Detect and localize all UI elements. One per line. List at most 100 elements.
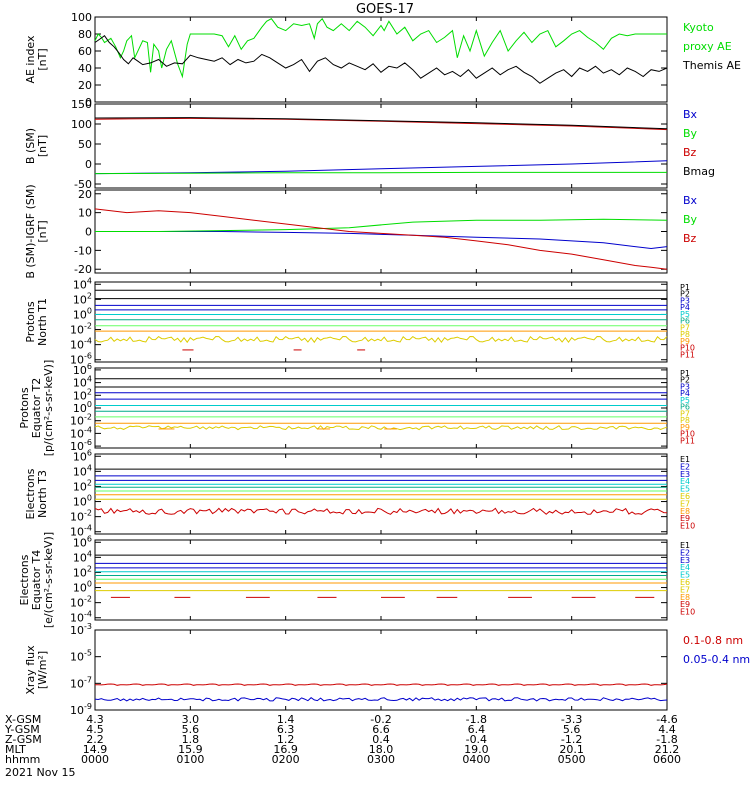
series-bmag [94,117,668,130]
legend-label: E6 [680,492,690,501]
series-bx [94,160,668,175]
orbit-value: 5.6 [182,723,200,736]
y-axis-label: [nT] [36,135,49,157]
legend-label: P3 [680,382,690,391]
series-kyoto-proxy-ae [94,17,667,79]
orbit-value: 0300 [367,753,395,766]
y-tick-label: 80 [78,28,92,41]
orbit-value: 4.3 [86,713,104,726]
y-axis-label: Protons [24,301,37,342]
y-tick-label: 100 [71,11,92,24]
y-axis-label: B (SM) [24,128,37,164]
legend-label: Bmag [683,165,715,178]
legend-label: E5 [680,571,690,580]
y-axis-label: Electrons [24,468,37,519]
y-axis-label: Electrons [18,554,31,605]
orbit-value: 1.2 [277,733,295,746]
orbit-value: 14.9 [83,743,108,756]
legend-label: E9 [680,600,690,609]
legend-label: P2 [680,290,690,299]
panel-frame [94,16,668,103]
series-p9 [94,425,668,431]
legend-label: E7 [680,499,690,508]
orbit-value: 18.0 [369,743,394,756]
legend-label: P3 [680,296,690,305]
series-p9 [94,335,668,344]
legend-label: P10 [680,430,695,439]
legend-label: Bx [683,108,698,121]
y-tick-label: -10 [74,244,92,257]
orbit-value: -1.8 [466,713,487,726]
orbit-value: 20.1 [559,743,584,756]
orbit-value: 1.4 [277,713,295,726]
orbit-value: 1.8 [182,733,200,746]
legend-label: E10 [680,608,695,617]
orbit-value: 0000 [81,753,109,766]
y-axis-label: [p/(cm²-s-sr-keV)] [42,360,55,457]
y-tick-label: -50 [74,178,92,191]
legend-label: E3 [680,470,690,479]
orbit-value: -1.2 [561,733,582,746]
y-tick-label: 40 [78,62,92,75]
y-tick-label: 106 [73,534,92,549]
plot-title: GOES-17 [356,2,414,17]
y-axis-label: North T1 [36,298,49,346]
legend-label: P5 [680,310,690,319]
legend-label: P4 [680,303,690,312]
orbit-value: -0.2 [370,713,391,726]
series-themis-ae [94,34,668,84]
legend-label: Kyoto [683,21,714,34]
legend-label: E8 [680,593,690,602]
legend-label: P8 [680,330,690,339]
orbit-value: 5.6 [563,723,581,736]
legend-label: P6 [680,403,690,412]
legend-label: E4 [680,563,690,572]
y-tick-label: 100 [73,306,92,321]
orbit-value: 6.4 [468,723,486,736]
legend-label: P8 [680,416,690,425]
y-tick-label: 100 [73,494,92,509]
y-axis-label: Equator T4 [30,550,43,610]
y-tick-label: 0 [85,226,92,239]
orbit-value: -0.4 [466,733,487,746]
legend-label: P6 [680,317,690,326]
orbit-row-label: X-GSM [5,713,41,726]
legend-label: E4 [680,477,690,486]
y-tick-label: 102 [73,564,92,579]
series-bx [95,231,668,250]
y-tick-label: 100 [73,580,92,595]
y-tick-label: 10 [78,207,92,220]
panel-frame [94,367,668,449]
orbit-value: 21.2 [655,743,680,756]
orbit-value: 0.4 [372,733,390,746]
y-axis-label: AE index [24,35,37,84]
orbit-value: 6.6 [372,723,390,736]
y-tick-label: 10-2 [70,509,92,524]
orbit-row-label: Z-GSM [5,733,42,746]
panel-bsm: -50 0 50 100 150 B (SM) [nT] Bx By Bz Bmag [24,98,715,191]
y-tick-label: 20 [78,188,92,201]
legend-label: P4 [680,389,690,398]
y-tick-label: 150 [71,98,92,111]
y-axis-label: [nT] [36,48,49,70]
y-tick-label: 10-5 [70,649,92,664]
legend-label: E7 [680,585,690,594]
legend-label: P9 [680,423,690,432]
y-tick-label: 20 [78,79,92,92]
orbit-value: 0600 [653,753,681,766]
legend-label: E3 [680,556,690,565]
legend-label: Bz [683,146,697,159]
legend-label: By [683,213,698,226]
orbit-value: 6.3 [277,723,295,736]
y-tick-label: 10-2 [70,595,92,610]
legend-label: P7 [680,409,690,418]
orbit-row-label: hhmm [5,753,40,766]
legend-label: E5 [680,485,690,494]
orbit-value: 3.0 [182,713,200,726]
orbit-value: 0200 [272,753,300,766]
